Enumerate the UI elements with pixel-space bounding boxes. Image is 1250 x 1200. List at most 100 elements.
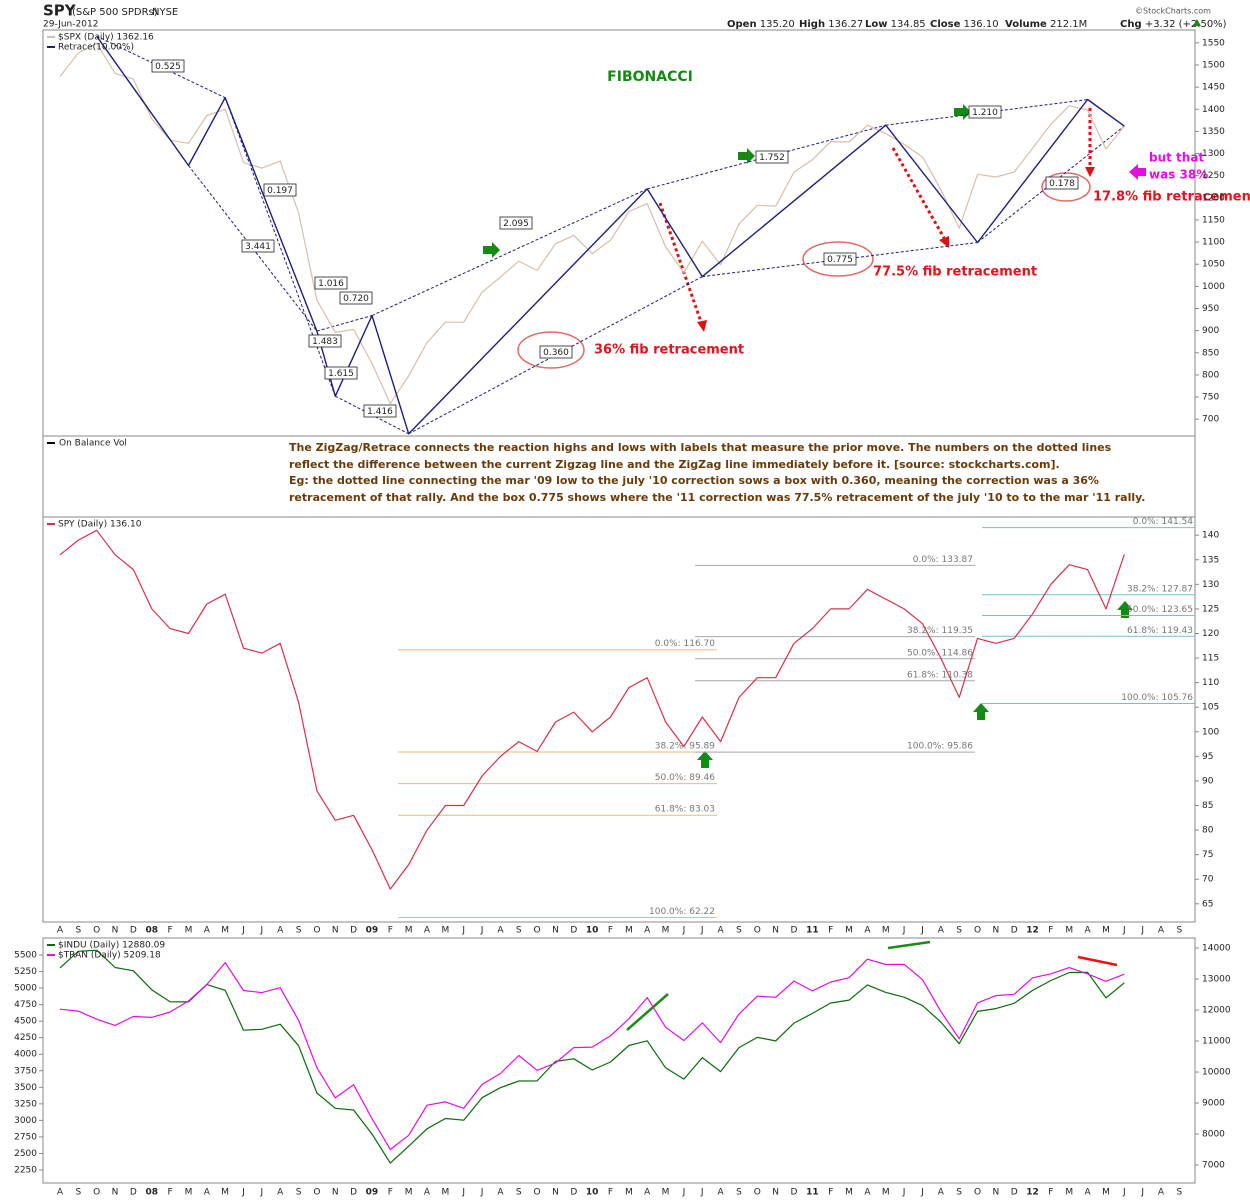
- x-tick-label: A: [497, 926, 504, 936]
- annotation: was 38%: [1149, 168, 1208, 182]
- retrace-box: [1045, 176, 1079, 190]
- series-line: [59, 958, 1125, 1150]
- note-line: Eg: the dotted line connecting the mar '…: [289, 474, 1099, 487]
- x-tick-label: A: [718, 1188, 725, 1198]
- retrace-box: [308, 334, 342, 348]
- y-tick-label: 5000: [14, 984, 37, 994]
- x-tick-label: M: [405, 926, 413, 936]
- y-tick-label: 140: [1202, 531, 1219, 541]
- x-tick-label: O: [93, 926, 100, 936]
- retrace-box: [241, 239, 275, 253]
- retrace-label: 1.210: [972, 108, 998, 118]
- x-tick-label: J: [920, 1188, 924, 1198]
- y-tick-label: 11000: [1202, 1037, 1231, 1047]
- fib-label: 38.2%: 119.35: [907, 626, 973, 636]
- x-tick-label: N: [772, 926, 779, 936]
- x-tick-label: O: [974, 926, 981, 936]
- y-tick-label: 900: [1202, 326, 1219, 336]
- x-tick-label: M: [662, 926, 670, 936]
- fib-label: 100.0%: 95.86: [907, 742, 973, 752]
- y-tick-label: 135: [1202, 555, 1219, 565]
- arrowhead: [697, 320, 707, 332]
- retrace-box: [151, 59, 185, 73]
- x-tick-label: S: [736, 926, 742, 936]
- x-tick-label: A: [1158, 926, 1165, 936]
- retrace-label: 1.016: [318, 279, 344, 289]
- x-tick-label: 08: [145, 1188, 158, 1198]
- y-tick-label: 5250: [14, 967, 37, 977]
- retrace-label: 1.752: [759, 153, 785, 163]
- x-tick-label: M: [1102, 1188, 1110, 1198]
- x-tick-label: F: [168, 1188, 173, 1198]
- y-tick-label: 4750: [14, 1000, 37, 1010]
- x-tick-label: S: [296, 926, 302, 936]
- fib-label: 100.0%: 62.22: [649, 907, 715, 917]
- y-tick-label: 90: [1202, 776, 1214, 786]
- circle: [517, 331, 585, 369]
- series-line: [59, 949, 1125, 1164]
- stat: Close 136.10: [930, 19, 999, 30]
- retrace-box: [339, 291, 373, 305]
- x-tick-label: N: [112, 1188, 119, 1198]
- retrace-label: 1.615: [328, 369, 354, 379]
- retrace-box: [263, 183, 297, 197]
- retrace-box: [823, 252, 857, 266]
- x-tick-label: A: [57, 1188, 64, 1198]
- y-tick-label: 7000: [1202, 1161, 1225, 1171]
- x-tick-label: J: [260, 1188, 264, 1198]
- retrace-box: [324, 366, 358, 380]
- x-tick-label: F: [828, 926, 833, 936]
- spy-panel: [42, 516, 1196, 923]
- x-tick-label: M: [882, 926, 890, 936]
- x-tick-label: O: [754, 926, 761, 936]
- circle: [802, 241, 874, 277]
- x-tick-label: O: [754, 1188, 761, 1198]
- red-arrowheads: [697, 167, 1095, 332]
- retrace-label: 0.525: [155, 62, 181, 72]
- y-tick-label: 1050: [1202, 260, 1225, 270]
- y-tick-label: 85: [1202, 801, 1213, 811]
- x-tick-label: A: [204, 926, 211, 936]
- copyright: ©StockCharts.com: [1135, 7, 1211, 16]
- x-tick-label: 10: [586, 1188, 599, 1198]
- y-tick-label: 1500: [1202, 60, 1225, 70]
- y-tick-label: 65: [1202, 899, 1213, 909]
- fib-label: 38.2%: 127.87: [1127, 584, 1193, 594]
- y-tick-label: 100: [1202, 727, 1219, 737]
- x-tick-label: S: [1176, 1188, 1182, 1198]
- x-tick-label: M: [221, 926, 229, 936]
- x-tick-label: M: [1065, 926, 1073, 936]
- x-tick-label: F: [608, 1188, 613, 1198]
- x-tick-label: A: [644, 1188, 651, 1198]
- y-tick-label: 4500: [14, 1017, 37, 1027]
- y-tick-label: 1400: [1202, 105, 1225, 115]
- x-tick-label: J: [902, 926, 906, 936]
- retrace-line: [371, 188, 648, 317]
- fib-label: 50.0%: 89.46: [655, 773, 716, 783]
- x-tick-label: J: [682, 1188, 686, 1198]
- y-tick-label: 1200: [1202, 193, 1225, 203]
- x-tick-label: J: [480, 926, 484, 936]
- y-tick-label: 4000: [14, 1050, 37, 1060]
- trend-line: [626, 993, 669, 1031]
- x-tick-label: A: [1158, 1188, 1165, 1198]
- y-tick-label: 2250: [14, 1165, 37, 1175]
- x-tick-label: A: [938, 926, 945, 936]
- x-tick-label: J: [461, 926, 465, 936]
- legend-label: $INDU (Daily) 12880.09: [58, 941, 165, 951]
- index-panel: [42, 937, 1196, 1184]
- x-tick-label: D: [130, 1188, 137, 1198]
- x-tick-label: A: [277, 926, 284, 936]
- y-tick-label: 3500: [14, 1083, 37, 1093]
- retrace-label: 0.775: [827, 255, 853, 265]
- y-tick-label: 70: [1202, 875, 1214, 885]
- note-line: retracement of that rally. And the box 0…: [289, 491, 1145, 504]
- x-tick-label: F: [608, 926, 613, 936]
- x-tick-label: J: [241, 926, 245, 936]
- x-tick-label: S: [516, 926, 522, 936]
- y-tick-label: 3250: [14, 1099, 37, 1109]
- x-tick-label: M: [882, 1188, 890, 1198]
- y-tick-label: 110: [1202, 678, 1219, 688]
- x-tick-label: A: [1085, 926, 1092, 936]
- fib-label: 61.8%: 83.03: [655, 805, 715, 815]
